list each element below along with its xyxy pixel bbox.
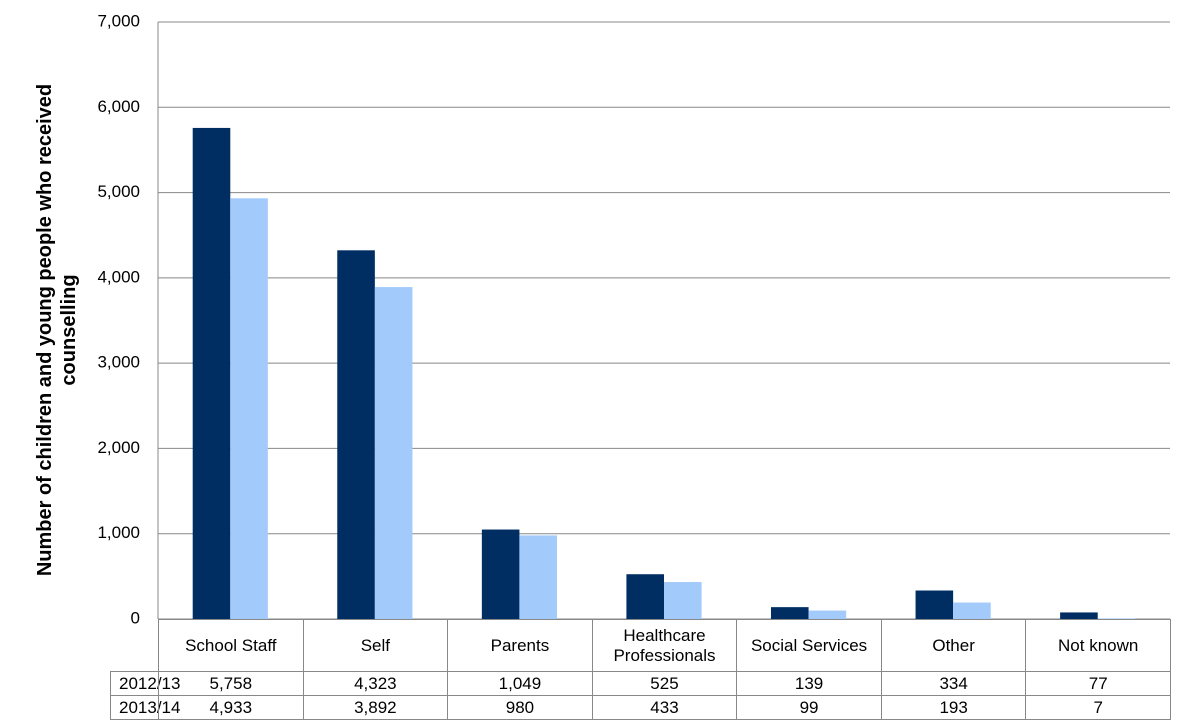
table-value: 7: [1025, 695, 1171, 720]
y-tick-label: 6,000: [97, 97, 140, 116]
bar: [1097, 618, 1136, 619]
bar: [374, 287, 413, 619]
category-label: Other: [880, 619, 1027, 672]
bar: [626, 574, 664, 619]
category-label: Healthcare Professionals: [591, 619, 738, 672]
y-tick-label: 5,000: [97, 182, 140, 201]
legend-label: 2012/13: [119, 673, 181, 693]
table-value: 980: [447, 695, 593, 720]
y-tick-label: 0: [131, 608, 140, 627]
table-value: 433: [591, 695, 738, 720]
table-value: 525: [591, 671, 738, 696]
bar: [953, 602, 991, 619]
y-tick-label: 2,000: [97, 438, 140, 457]
table-value: 77: [1025, 671, 1171, 696]
bar: [519, 535, 558, 619]
table-value: 193: [880, 695, 1027, 720]
legend-cell: 2013/14: [110, 695, 180, 720]
bar: [337, 250, 375, 619]
category-label: Parents: [447, 619, 593, 672]
y-tick-label: 7,000: [97, 11, 140, 30]
y-tick-label: 3,000: [97, 353, 140, 372]
bar: [770, 607, 809, 619]
category-label: Self: [302, 619, 449, 672]
table-value: 334: [880, 671, 1027, 696]
bar: [1060, 612, 1098, 619]
bar: [915, 590, 954, 619]
table-value: 139: [736, 671, 882, 696]
table-value: 5,758: [158, 671, 304, 696]
legend-cell: 2012/13: [110, 671, 180, 696]
y-tick-label: 4,000: [97, 267, 140, 286]
y-axis-label: Number of children and young people who …: [34, 83, 80, 577]
bar: [808, 610, 847, 619]
y-tick-label: 1,000: [97, 523, 140, 542]
legend-label: 2013/14: [119, 697, 181, 717]
table-value: 4,323: [302, 671, 449, 696]
bar: [481, 529, 520, 619]
category-label: School Staff: [158, 619, 304, 672]
bar: [230, 198, 268, 619]
bar: [192, 127, 231, 619]
table-value: 1,049: [447, 671, 593, 696]
table-value: 99: [736, 695, 882, 720]
bar: [664, 582, 702, 619]
table-value: 4,933: [158, 695, 304, 720]
table-value: 3,892: [302, 695, 449, 720]
category-label: Not known: [1025, 619, 1171, 672]
category-label: Social Services: [736, 619, 882, 672]
